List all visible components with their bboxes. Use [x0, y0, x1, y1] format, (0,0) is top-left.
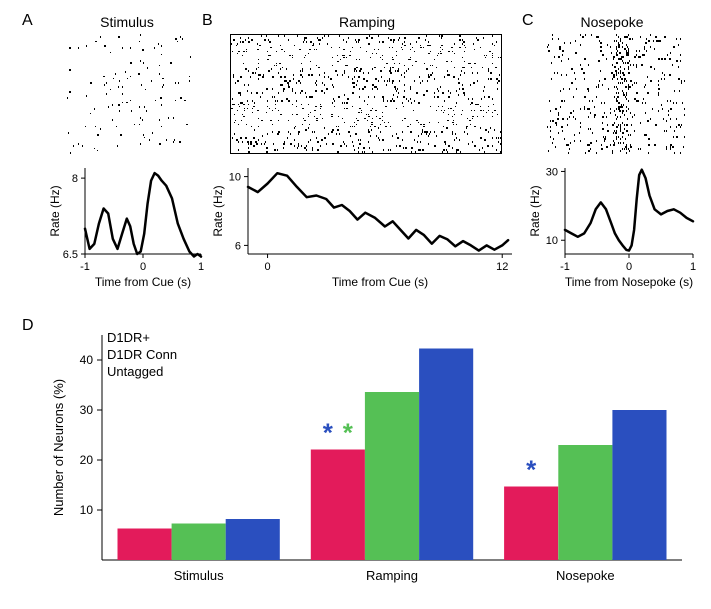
- svg-text:10: 10: [229, 172, 241, 184]
- legend-d1drconn: D1DR Conn: [107, 347, 177, 362]
- svg-text:Rate (Hz): Rate (Hz): [48, 185, 62, 236]
- svg-text:6.5: 6.5: [63, 249, 78, 261]
- panel-c-title: Nosepoke: [542, 14, 682, 30]
- svg-text:Time from Cue (s): Time from Cue (s): [95, 275, 191, 289]
- svg-text:6: 6: [235, 240, 241, 252]
- figure-root: A B C D Stimulus Ramping Nosepoke 6.5 8 -1…: [12, 12, 699, 597]
- svg-text:Nosepoke: Nosepoke: [556, 568, 615, 583]
- panel-b-title: Ramping: [232, 14, 502, 30]
- svg-text:Number of Neurons (%): Number of Neurons (%): [51, 379, 66, 516]
- svg-text:30: 30: [546, 166, 558, 178]
- svg-text:0: 0: [140, 261, 146, 273]
- panel-b-label: B: [202, 12, 213, 30]
- svg-text:10: 10: [80, 503, 94, 517]
- panel-b-raster: [230, 34, 502, 154]
- svg-text:Stimulus: Stimulus: [174, 568, 224, 583]
- svg-text:8: 8: [72, 173, 78, 185]
- legend-d1dr: D1DR+: [107, 330, 150, 345]
- legend-untagged: Untagged: [107, 364, 163, 379]
- panel-a-raster: [67, 34, 192, 154]
- svg-text:40: 40: [80, 353, 94, 367]
- svg-text:1: 1: [690, 261, 696, 273]
- panel-c-label: C: [522, 12, 534, 30]
- svg-text:20: 20: [80, 453, 94, 467]
- panel-a-label: A: [22, 12, 33, 30]
- svg-text:-1: -1: [560, 261, 570, 273]
- svg-text:Rate (Hz): Rate (Hz): [211, 185, 225, 236]
- svg-text:*: *: [343, 418, 354, 448]
- svg-text:0: 0: [264, 261, 270, 273]
- panel-c-raster: [547, 34, 685, 154]
- panel-b-psth: 6 10 0 12 Time from Cue (s) Rate (Hz): [210, 162, 518, 292]
- panel-a-title: Stimulus: [62, 14, 192, 30]
- svg-text:Time from Cue (s): Time from Cue (s): [332, 275, 428, 289]
- svg-text:0: 0: [626, 261, 632, 273]
- svg-text:10: 10: [546, 235, 558, 247]
- svg-text:-1: -1: [80, 261, 90, 273]
- panel-a-psth: 6.5 8 -1 0 1 Time from Cue (s) Rate (Hz): [47, 162, 207, 292]
- svg-text:Ramping: Ramping: [366, 568, 418, 583]
- svg-text:1: 1: [198, 261, 204, 273]
- panel-c-psth: 10 30 -1 0 1 Time from Nosepoke (s) Rate (Hz): [527, 162, 699, 292]
- svg-text:30: 30: [80, 403, 94, 417]
- svg-text:12: 12: [496, 261, 508, 273]
- svg-text:*: *: [526, 455, 537, 485]
- svg-text:Rate (Hz): Rate (Hz): [528, 185, 542, 236]
- panel-d-label: D: [22, 317, 34, 335]
- svg-text:Time from Nosepoke (s): Time from Nosepoke (s): [565, 275, 693, 289]
- svg-text:*: *: [323, 418, 334, 448]
